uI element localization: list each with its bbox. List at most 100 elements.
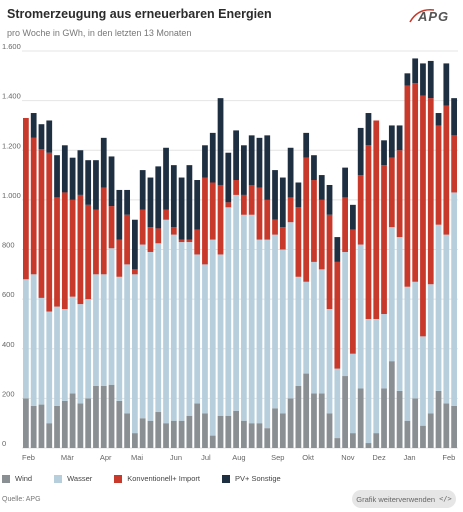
- bar-segment-pv-sonstige[interactable]: [124, 189, 130, 215]
- bar-segment-pv-sonstige[interactable]: [69, 157, 76, 200]
- bar-segment-konventionell-import[interactable]: [139, 209, 146, 245]
- bar-segment-wind[interactable]: [38, 404, 45, 448]
- bar-segment-konventionell-import[interactable]: [147, 227, 154, 252]
- bar-segment-wind[interactable]: [23, 398, 29, 449]
- bar-segment-wasser[interactable]: [318, 269, 325, 394]
- bar-segment-wasser[interactable]: [396, 237, 403, 391]
- bar-segment-pv-sonstige[interactable]: [178, 177, 185, 240]
- bar-segment-pv-sonstige[interactable]: [46, 120, 53, 153]
- bar-segment-wind[interactable]: [155, 412, 162, 448]
- bar-segment-pv-sonstige[interactable]: [272, 170, 278, 220]
- bar-segment-wind[interactable]: [435, 390, 442, 448]
- bar-segment-konventionell-import[interactable]: [365, 145, 372, 319]
- bar-segment-wind[interactable]: [248, 423, 255, 448]
- bar-segment-konventionell-import[interactable]: [334, 261, 341, 369]
- bar-segment-wind[interactable]: [443, 403, 450, 448]
- bar-segment-wind[interactable]: [420, 425, 426, 448]
- bar-segment-wind[interactable]: [54, 405, 60, 448]
- bar-segment-konventionell-import[interactable]: [170, 227, 177, 235]
- bar-segment-konventionell-import[interactable]: [435, 125, 442, 225]
- bar-segment-konventionell-import[interactable]: [61, 192, 68, 310]
- bar-segment-wind[interactable]: [318, 393, 325, 448]
- bar-segment-konventionell-import[interactable]: [342, 197, 348, 252]
- bar-segment-pv-sonstige[interactable]: [61, 145, 68, 193]
- bar-segment-pv-sonstige[interactable]: [155, 166, 162, 229]
- bar-segment-wasser[interactable]: [93, 274, 99, 386]
- bar-segment-wasser[interactable]: [334, 368, 341, 439]
- bar-segment-pv-sonstige[interactable]: [93, 160, 99, 210]
- bar-segment-pv-sonstige[interactable]: [287, 147, 294, 198]
- bar-segment-wasser[interactable]: [124, 264, 130, 414]
- bar-segment-pv-sonstige[interactable]: [30, 113, 37, 138]
- bar-segment-wind[interactable]: [202, 413, 208, 448]
- bar-segment-wasser[interactable]: [170, 234, 177, 421]
- bar-segment-konventionell-import[interactable]: [46, 152, 53, 312]
- bar-segment-wasser[interactable]: [46, 311, 53, 424]
- bar-segment-wind[interactable]: [427, 413, 434, 448]
- bar-segment-wasser[interactable]: [54, 306, 60, 406]
- bar-segment-konventionell-import[interactable]: [427, 98, 434, 285]
- bar-segment-konventionell-import[interactable]: [272, 219, 278, 235]
- bar-segment-konventionell-import[interactable]: [132, 269, 138, 275]
- bar-segment-wasser[interactable]: [303, 281, 310, 374]
- bar-segment-pv-sonstige[interactable]: [77, 150, 84, 195]
- bar-segment-wind[interactable]: [295, 385, 302, 448]
- bar-segment-pv-sonstige[interactable]: [396, 125, 403, 151]
- bar-segment-wasser[interactable]: [350, 353, 356, 434]
- bar-segment-pv-sonstige[interactable]: [54, 155, 60, 198]
- bar-segment-wasser[interactable]: [233, 194, 239, 411]
- bar-segment-pv-sonstige[interactable]: [100, 137, 107, 188]
- bar-segment-wind[interactable]: [326, 413, 333, 448]
- bar-segment-wasser[interactable]: [412, 281, 419, 399]
- bar-segment-konventionell-import[interactable]: [217, 184, 224, 255]
- bar-segment-konventionell-import[interactable]: [116, 239, 123, 277]
- bar-segment-wasser[interactable]: [404, 286, 411, 421]
- bar-segment-wind[interactable]: [132, 433, 138, 448]
- bar-segment-wasser[interactable]: [132, 274, 138, 434]
- bar-segment-wind[interactable]: [396, 390, 403, 448]
- bar-segment-wasser[interactable]: [342, 251, 348, 377]
- bar-segment-pv-sonstige[interactable]: [404, 73, 411, 86]
- bar-segment-wasser[interactable]: [163, 219, 169, 424]
- bar-segment-pv-sonstige[interactable]: [311, 155, 317, 181]
- bar-segment-wasser[interactable]: [264, 239, 271, 429]
- bar-segment-konventionell-import[interactable]: [233, 180, 239, 195]
- bar-segment-wasser[interactable]: [388, 227, 395, 362]
- bar-segment-wasser[interactable]: [202, 264, 208, 414]
- bar-segment-wasser[interactable]: [373, 318, 380, 434]
- bar-segment-wasser[interactable]: [279, 249, 286, 414]
- bar-segment-konventionell-import[interactable]: [396, 150, 403, 238]
- bar-segment-wind[interactable]: [225, 415, 232, 448]
- bar-segment-konventionell-import[interactable]: [241, 194, 247, 215]
- bar-segment-wasser[interactable]: [186, 242, 193, 416]
- bar-segment-wasser[interactable]: [69, 296, 76, 394]
- bar-segment-wind[interactable]: [264, 428, 271, 448]
- bar-segment-wind[interactable]: [272, 408, 278, 448]
- bar-segment-wind[interactable]: [404, 420, 411, 448]
- bar-segment-konventionell-import[interactable]: [311, 180, 317, 262]
- bar-segment-konventionell-import[interactable]: [202, 177, 208, 265]
- bar-segment-wind[interactable]: [186, 415, 193, 448]
- bar-segment-wasser[interactable]: [178, 242, 185, 421]
- bar-segment-pv-sonstige[interactable]: [381, 140, 387, 166]
- bar-segment-wasser[interactable]: [38, 297, 45, 405]
- bar-segment-pv-sonstige[interactable]: [357, 127, 364, 176]
- bar-segment-wasser[interactable]: [225, 207, 232, 416]
- bar-segment-pv-sonstige[interactable]: [412, 58, 419, 84]
- bar-segment-wind[interactable]: [451, 405, 457, 448]
- bar-segment-pv-sonstige[interactable]: [116, 189, 123, 240]
- bar-segment-konventionell-import[interactable]: [77, 194, 84, 305]
- bar-segment-konventionell-import[interactable]: [381, 165, 387, 315]
- bar-segment-pv-sonstige[interactable]: [202, 145, 208, 178]
- bar-segment-pv-sonstige[interactable]: [420, 63, 426, 96]
- bar-segment-wasser[interactable]: [23, 279, 29, 399]
- bar-segment-pv-sonstige[interactable]: [388, 125, 395, 158]
- bar-segment-konventionell-import[interactable]: [100, 187, 107, 275]
- bar-segment-wind[interactable]: [241, 420, 247, 448]
- bar-segment-konventionell-import[interactable]: [404, 85, 411, 287]
- bar-segment-wind[interactable]: [163, 423, 169, 448]
- bar-segment-wind[interactable]: [116, 400, 123, 448]
- bar-segment-pv-sonstige[interactable]: [233, 130, 239, 181]
- bar-segment-pv-sonstige[interactable]: [256, 137, 263, 188]
- bar-segment-pv-sonstige[interactable]: [108, 156, 115, 207]
